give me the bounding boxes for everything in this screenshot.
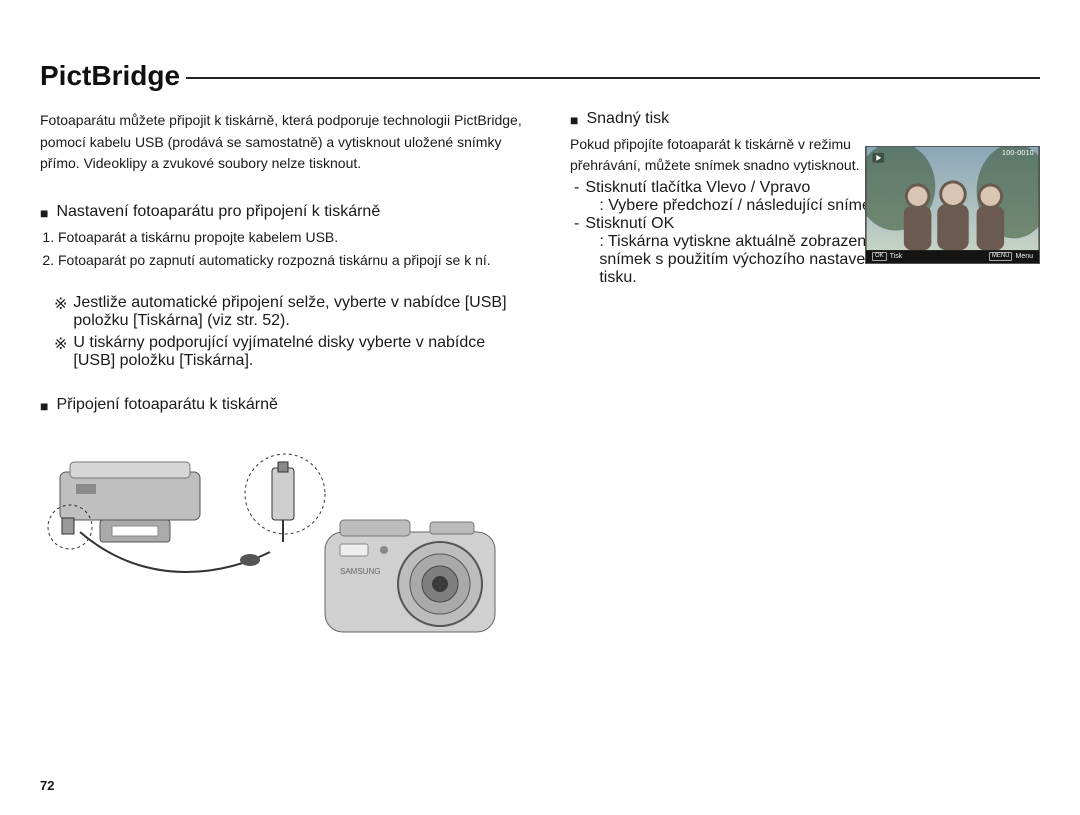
dash-icon: - [574, 179, 579, 215]
square-bullet-icon: ■ [570, 110, 578, 132]
note-1: Jestliže automatické připojení selže, vy… [73, 294, 530, 330]
menu-label: Menu [1015, 253, 1033, 260]
section-heading: Nastavení fotoaparátu pro připojení k ti… [56, 203, 380, 225]
dash-label: Stisknutí OK [585, 215, 674, 232]
dash-sub: : Tiskárna vytiskne aktuálně zobrazený s… [585, 233, 890, 287]
setup-steps: Fotoaparát a tiskárnu propojte kabelem U… [40, 227, 530, 272]
printer-camera-svg: SAMSUNG [40, 432, 510, 652]
dash-icon: - [574, 215, 579, 287]
preview-photo-svg [866, 147, 1039, 263]
intro-paragraph: Fotoaparátu můžete připojit k tiskárně, … [40, 110, 530, 175]
note-mark-icon: ※ [54, 334, 67, 370]
section-heading: Snadný tisk [586, 110, 669, 132]
page-title: PictBridge [40, 60, 180, 92]
dash-item-left-right: - Stisknutí tlačítka Vlevo / Vpravo : Vy… [574, 179, 890, 215]
note-mark-icon: ※ [54, 294, 67, 330]
step-1: Fotoaparát a tiskárnu propojte kabelem U… [58, 227, 530, 249]
dash-label: Stisknutí tlačítka Vlevo / Vpravo [585, 179, 810, 196]
easy-print-intro: Pokud připojíte fotoaparát k tiskárně v … [570, 134, 870, 177]
notes: ※ Jestliže automatické připojení selže, … [40, 294, 530, 370]
section-easy-print: ■ Snadný tisk [570, 110, 1040, 132]
right-column: ■ Snadný tisk Pokud připojíte fotoaparát… [570, 110, 1040, 652]
menu-key-icon: MENU [989, 252, 1013, 261]
connection-figure: SAMSUNG [40, 432, 510, 652]
dash-sub: : Vybere předchozí / následující snímek. [585, 197, 883, 215]
svg-text:SAMSUNG: SAMSUNG [340, 567, 380, 576]
ok-label: Tisk [890, 253, 903, 260]
screen-ok-hint: OK Tisk [872, 252, 902, 261]
square-bullet-icon: ■ [40, 396, 48, 418]
section-heading: Připojení fotoaparátu k tiskárně [56, 396, 277, 418]
step-2: Fotoaparát po zapnutí automaticky rozpoz… [58, 250, 530, 272]
camera-screen-preview: 100-0010 OK Tisk MENU Menu [865, 146, 1040, 264]
screen-menu-hint: MENU Menu [989, 252, 1033, 261]
title-rule [186, 77, 1040, 79]
note-2: U tiskárny podporující vyjímatelné disky… [73, 334, 530, 370]
left-column: Fotoaparátu můžete připojit k tiskárně, … [40, 110, 530, 652]
dash-item-ok: - Stisknutí OK : Tiskárna vytiskne aktuá… [574, 215, 890, 287]
square-bullet-icon: ■ [40, 203, 48, 225]
ok-key-icon: OK [872, 252, 887, 261]
screen-bottom-bar: OK Tisk MENU Menu [866, 250, 1039, 263]
section-connection: ■ Připojení fotoaparátu k tiskárně [40, 396, 530, 418]
section-camera-setup: ■ Nastavení fotoaparátu pro připojení k … [40, 203, 530, 225]
screen-counter: 100-0010 [1002, 150, 1034, 157]
page-number: 72 [40, 778, 54, 793]
